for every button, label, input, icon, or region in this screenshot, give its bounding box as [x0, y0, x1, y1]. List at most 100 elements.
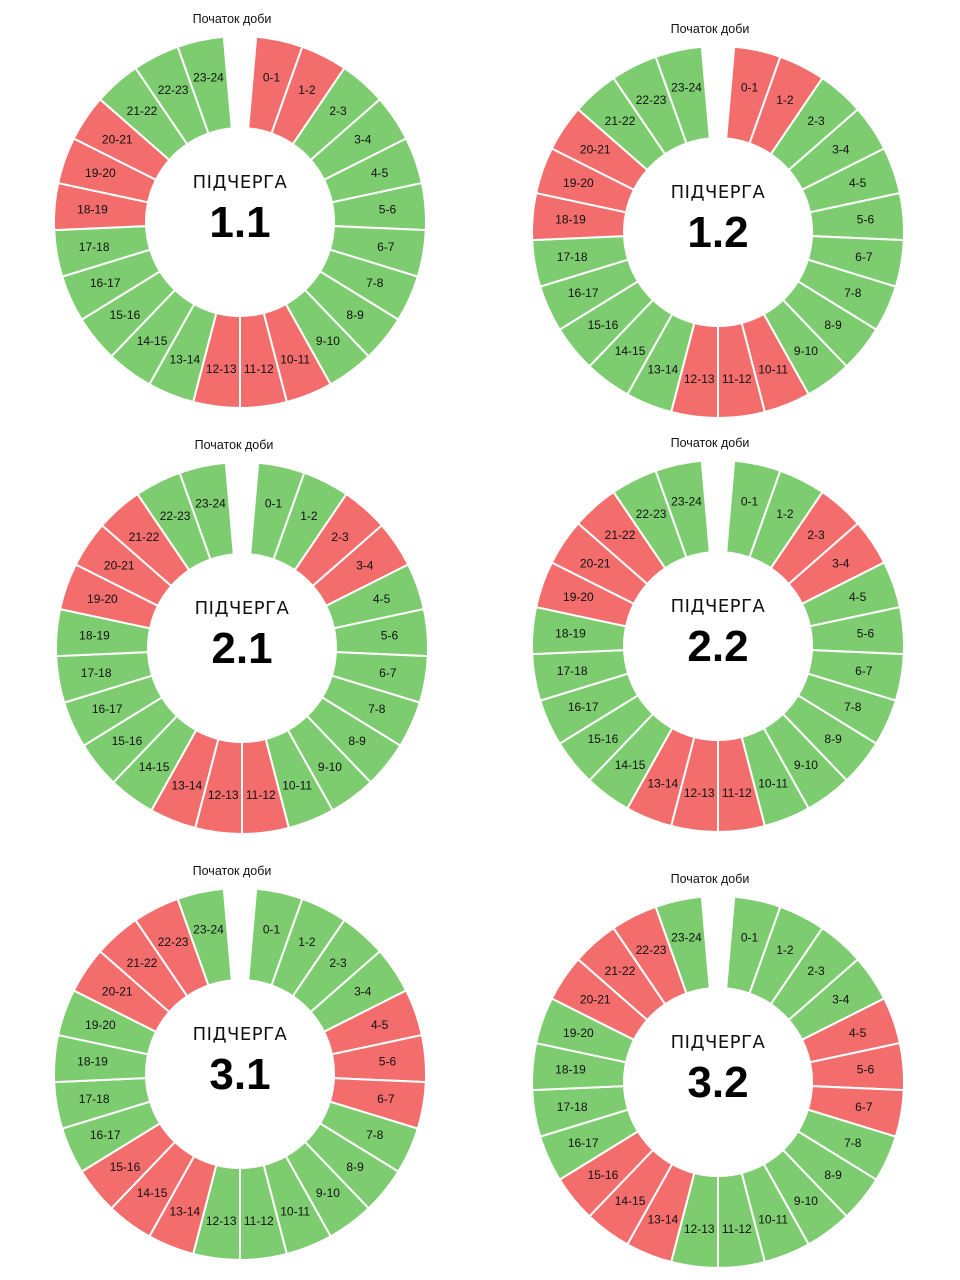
hour-label: 12-13 — [684, 786, 715, 800]
dial-2-2: Початок доби 0-1 1-2 2-3 3-4 4-5 5-6 6-7 7-8 8-9… — [518, 436, 918, 836]
hour-label: 20-21 — [102, 984, 133, 998]
hour-label: 11-12 — [722, 1222, 752, 1236]
hour-label: 5-6 — [381, 629, 399, 643]
hour-label: 10-11 — [280, 352, 310, 366]
hour-label: 23-24 — [671, 494, 702, 508]
queue-caption: ПІДЧЕРГА — [192, 172, 288, 193]
queue-caption: ПІДЧЕРГА — [192, 1024, 288, 1045]
hour-label: 23-24 — [671, 80, 702, 94]
hour-label: 3-4 — [356, 558, 374, 572]
hour-label: 6-7 — [855, 664, 873, 678]
hour-label: 0-1 — [741, 930, 759, 944]
hour-label: 20-21 — [580, 142, 611, 156]
hour-label: 5-6 — [379, 1055, 397, 1069]
hour-label: 5-6 — [857, 627, 875, 641]
hour-label: 0-1 — [265, 496, 283, 510]
hour-label: 13-14 — [648, 776, 679, 790]
queue-number: 3.1 — [209, 1050, 271, 1099]
hour-label: 12-13 — [684, 372, 715, 386]
dial-3-1: Початок доби 0-1 1-2 2-3 3-4 4-5 5-6 6-7 7-8 8-9… — [40, 864, 440, 1264]
hour-label: 2-3 — [331, 530, 349, 544]
hour-label: 8-9 — [824, 732, 842, 746]
hour-label: 22-23 — [160, 509, 191, 523]
hour-label: 19-20 — [87, 592, 118, 606]
hour-label: 17-18 — [557, 1100, 588, 1114]
hour-label: 18-19 — [555, 1063, 586, 1077]
start-of-day-label: Початок доби — [192, 864, 272, 878]
hour-label: 22-23 — [636, 507, 667, 521]
hour-label: 2-3 — [807, 528, 825, 542]
hour-label: 6-7 — [855, 250, 873, 264]
hour-label: 7-8 — [844, 700, 862, 714]
hour-label: 6-7 — [377, 240, 395, 254]
hour-label: 9-10 — [794, 344, 818, 358]
hour-label: 15-16 — [112, 734, 143, 748]
hour-label: 0-1 — [741, 80, 759, 94]
hour-label: 7-8 — [368, 702, 386, 716]
hour-label: 21-22 — [605, 114, 636, 128]
hour-segment — [654, 45, 711, 145]
hour-label: 10-11 — [758, 1212, 788, 1226]
hour-label: 5-6 — [379, 203, 397, 217]
hour-label: 11-12 — [244, 362, 274, 376]
hour-label: 6-7 — [379, 666, 397, 680]
hour-label: 14-15 — [615, 344, 646, 358]
hour-label: 16-17 — [92, 702, 123, 716]
dial-3-2: Початок доби 0-1 1-2 2-3 3-4 4-5 5-6 6-7 7-8 8-9… — [518, 872, 918, 1272]
schedule-ring: 0-1 1-2 2-3 3-4 4-5 5-6 6-7 7-8 8-9 9-10 10-11 11-1… — [531, 45, 905, 420]
hour-label: 12-13 — [206, 362, 237, 376]
hour-label: 13-14 — [170, 1204, 201, 1218]
hour-label: 5-6 — [857, 213, 875, 227]
hour-label: 0-1 — [263, 922, 281, 936]
queue-caption: ПІДЧЕРГА — [670, 596, 766, 617]
hour-label: 1-2 — [776, 93, 794, 107]
hour-label: 22-23 — [158, 935, 189, 949]
hour-label: 12-13 — [684, 1222, 715, 1236]
hour-label: 10-11 — [282, 778, 312, 792]
hour-label: 13-14 — [648, 362, 679, 376]
hour-label: 19-20 — [563, 590, 594, 604]
hour-label: 7-8 — [844, 1136, 862, 1150]
hour-segment — [178, 461, 235, 561]
start-of-day-label: Початок доби — [194, 438, 274, 452]
hour-label: 21-22 — [129, 530, 160, 544]
hour-segment — [176, 887, 233, 987]
dial-1-1: Початок доби 0-1 1-2 2-3 3-4 4-5 5-6 6-7 7-8 8-9… — [40, 12, 440, 412]
hour-label: 15-16 — [588, 732, 619, 746]
hour-label: 18-19 — [555, 627, 586, 641]
hour-label: 19-20 — [563, 1026, 594, 1040]
hour-label: 14-15 — [137, 1186, 168, 1200]
hour-label: 18-19 — [77, 1055, 108, 1069]
hour-label: 11-12 — [244, 1214, 274, 1228]
start-of-day-label: Початок доби — [670, 436, 750, 450]
hour-label: 7-8 — [844, 286, 862, 300]
schedule-ring: 0-1 1-2 2-3 3-4 4-5 5-6 6-7 7-8 8-9 9-10 10-11 11-1… — [531, 895, 905, 1270]
hour-label: 19-20 — [563, 176, 594, 190]
hour-label: 9-10 — [316, 334, 340, 348]
hour-label: 8-9 — [346, 1160, 364, 1174]
hour-label: 16-17 — [568, 286, 599, 300]
hour-label: 22-23 — [636, 93, 667, 107]
hour-label: 3-4 — [354, 132, 372, 146]
hour-label: 4-5 — [849, 590, 867, 604]
hour-label: 7-8 — [366, 276, 384, 290]
hour-segment — [176, 35, 233, 135]
hour-label: 4-5 — [371, 166, 389, 180]
hour-label: 14-15 — [615, 1194, 646, 1208]
schedule-ring: 0-1 1-2 2-3 3-4 4-5 5-6 6-7 7-8 8-9 9-10 10-11 11-1… — [53, 887, 427, 1262]
hour-label: 23-24 — [193, 70, 224, 84]
hour-label: 1-2 — [776, 943, 794, 957]
hour-label: 18-19 — [79, 629, 110, 643]
hour-label: 14-15 — [615, 758, 646, 772]
hour-label: 9-10 — [794, 1194, 818, 1208]
hour-label: 20-21 — [580, 992, 611, 1006]
hour-label: 22-23 — [158, 83, 189, 97]
hour-label: 9-10 — [316, 1186, 340, 1200]
hour-label: 17-18 — [81, 666, 112, 680]
start-of-day-label: Початок доби — [192, 12, 272, 26]
queue-number: 2.1 — [211, 624, 273, 673]
hour-label: 20-21 — [104, 558, 135, 572]
hour-label: 10-11 — [280, 1204, 310, 1218]
queue-caption: ПІДЧЕРГА — [670, 1032, 766, 1053]
hour-label: 2-3 — [329, 956, 347, 970]
